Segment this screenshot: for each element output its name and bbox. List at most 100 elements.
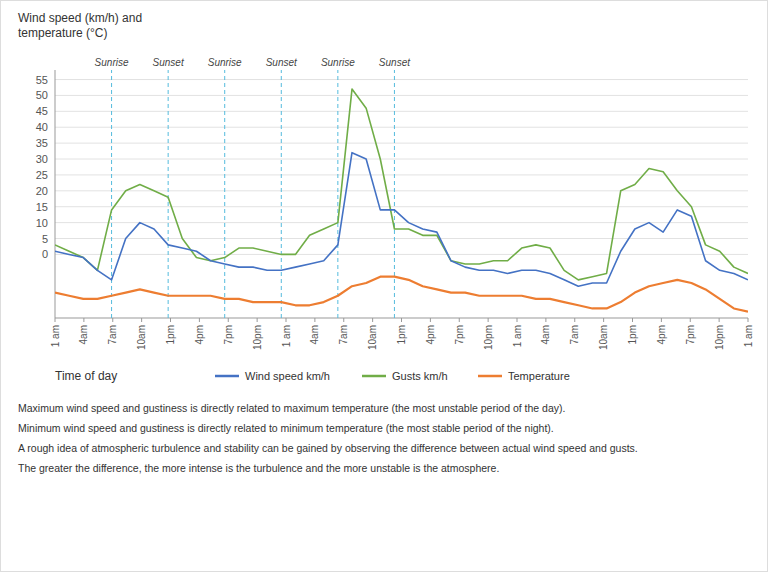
y-tick-label: 20 [36,185,48,197]
x-tick [401,318,402,322]
x-tick-label: 7pm [685,325,696,344]
x-tick-label: 10pm [714,325,725,350]
chart: Wind speed (km/h) andtemperature (°C) 0 5 1… [0,0,768,572]
x-tick [83,318,84,322]
grid-line [55,79,748,80]
x-tick-label: 10am [367,325,378,350]
plot-area [55,89,748,312]
y-axis-label-line: temperature (°C) [18,26,108,40]
x-tick-label: 1pm [165,325,176,344]
x-tick [488,318,489,322]
x-tick-label: 10am [598,325,609,350]
y-tick-label: 0 [42,248,48,260]
annotation-line [337,70,338,318]
x-tick [141,318,142,322]
x-tick [545,318,546,322]
annotation-label: Sunset [153,57,185,68]
x-tick [170,318,171,322]
x-tick-label: 10pm [252,325,263,350]
x-tick [314,318,315,322]
x-tick-label: 4am [309,325,320,344]
x-tick-label: 7am [338,325,349,344]
x-tick [603,318,604,322]
x-tick [719,318,720,322]
y-axis-label: Wind speed (km/h) andtemperature (°C) [18,11,142,40]
legend-swatch [215,375,239,378]
x-axis-label: Time of day [55,369,117,383]
x-tick [690,318,691,322]
grid-line [55,111,748,112]
grid-line [55,190,748,191]
y-tick-label: 55 [36,74,48,86]
annotation-line [168,70,169,318]
note: The greater the difference, the more int… [18,462,499,474]
series-line [55,89,748,280]
legend-swatch [362,375,386,378]
x-tick-label: 1 am [281,325,292,347]
x-tick-label: 7pm [454,325,465,344]
grid-line [55,159,748,160]
y-tick-label: 5 [42,233,48,245]
y-tick-label: 40 [36,121,48,133]
x-tick [748,318,749,322]
y-tick-label: 15 [36,201,48,213]
x-tick-label: 1pm [396,325,407,344]
y-tick-label: 25 [36,169,48,181]
series-line [55,277,748,312]
annotation-label: Sunset [266,57,298,68]
x-tick [459,318,460,322]
x-tick-label: 4pm [425,325,436,344]
legend-label: Wind speed km/h [245,370,330,382]
grid-line [55,254,748,255]
y-axis-line [55,70,56,318]
annotation-line [281,70,282,318]
x-tick [286,318,287,322]
x-tick-label: 1 am [743,325,754,347]
grid-line [55,143,748,144]
x-tick [228,318,229,322]
x-tick [199,318,200,322]
note: Maximum wind speed and gustiness is dire… [18,402,565,414]
grid-line [55,222,748,223]
x-tick-label: 4am [78,325,89,344]
x-tick-label: 4pm [656,325,667,344]
x-tick-label: 1pm [627,325,638,344]
page-border [1,1,768,572]
annotation-line [224,70,225,318]
x-tick-label: 1 am [512,325,523,347]
x-tick [343,318,344,322]
note: Minimum wind speed and gustiness is dire… [18,422,554,434]
x-tick-label: 4pm [194,325,205,344]
annotation-label: Sunrise [208,57,242,68]
y-tick-label: 35 [36,137,48,149]
x-tick [632,318,633,322]
y-axis-label-line: Wind speed (km/h) and [18,11,142,25]
y-tick-label: 45 [36,105,48,117]
annotation-label: Sunrise [321,57,355,68]
x-tick-label: 7am [569,325,580,344]
x-tick [517,318,518,322]
grid-line [55,127,748,128]
legend: Wind speed km/hGusts km/hTemperature [215,370,570,382]
x-tick [257,318,258,322]
grid-line [55,238,748,239]
grid-line [55,95,748,96]
y-tick-label: 50 [36,89,48,101]
x-tick-label: 4am [540,325,551,344]
x-tick [55,318,56,322]
x-tick [372,318,373,322]
x-tick [112,318,113,322]
annotation-label: Sunset [379,57,411,68]
x-tick [574,318,575,322]
x-tick [661,318,662,322]
legend-swatch [478,375,502,378]
annotation-label: Sunrise [95,57,129,68]
annotation-line [394,70,395,318]
y-tick-label: 10 [36,217,48,229]
x-tick-label: 7pm [223,325,234,344]
y-tick-label: 30 [36,153,48,165]
legend-label: Temperature [508,370,570,382]
x-tick [430,318,431,322]
x-tick-label: 10am [136,325,147,350]
x-tick-label: 1 am [50,325,61,347]
